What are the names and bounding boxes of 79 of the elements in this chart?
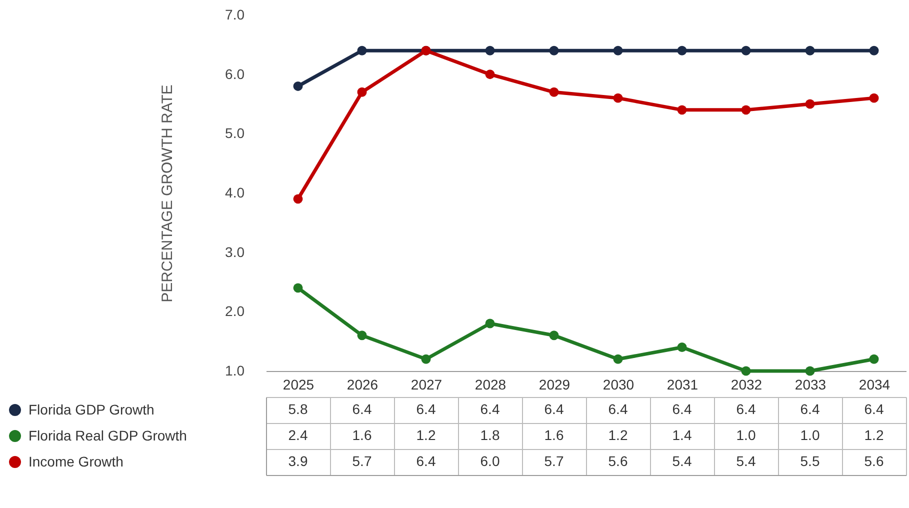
point: [677, 105, 687, 115]
point: [869, 46, 879, 56]
data-label: 1.4: [672, 427, 692, 443]
point: [805, 46, 815, 56]
point: [805, 366, 815, 376]
point: [357, 330, 367, 340]
legend-label: Income Growth: [28, 454, 124, 470]
data-label: 5.4: [736, 453, 756, 469]
point: [357, 87, 367, 97]
point: [613, 46, 623, 56]
data-label: 1.2: [608, 427, 628, 443]
point: [741, 105, 751, 115]
point: [869, 354, 879, 364]
data-label: 2.4: [288, 427, 308, 443]
x-tick-label: 2031: [666, 376, 698, 392]
point: [677, 342, 687, 352]
data-label: 1.0: [736, 427, 756, 443]
y-axis-title: PERCENTAGE GROWTH RATE: [159, 84, 176, 302]
point: [293, 283, 303, 293]
data-label: 1.0: [800, 427, 820, 443]
point: [613, 93, 623, 103]
x-tick-label: 2025: [282, 376, 314, 392]
x-tick-label: 2032: [730, 376, 762, 392]
point: [485, 318, 495, 328]
point: [613, 354, 623, 364]
legend-label: Florida GDP Growth: [28, 402, 154, 418]
data-label: 6.4: [672, 401, 692, 417]
data-label: 1.6: [352, 427, 372, 443]
point: [741, 366, 751, 376]
data-label: 5.7: [352, 453, 372, 469]
legend-label: Florida Real GDP Growth: [28, 428, 187, 444]
data-label: 5.8: [288, 401, 308, 417]
data-label: 5.5: [800, 453, 820, 469]
data-label: 6.4: [800, 401, 820, 417]
y-tick-label: 5.0: [225, 125, 245, 142]
data-label: 6.4: [352, 401, 372, 417]
data-label: 1.6: [544, 427, 564, 443]
point: [805, 99, 815, 109]
data-label: 6.4: [864, 401, 884, 417]
y-tick-label: 2.0: [225, 303, 245, 320]
data-label: 5.6: [608, 453, 628, 469]
data-label: 6.4: [416, 453, 436, 469]
data-label: 5.4: [672, 453, 692, 469]
y-tick-label: 1.0: [225, 362, 245, 378]
data-label: 1.8: [480, 427, 500, 443]
x-tick-label: 2028: [474, 376, 506, 392]
y-tick-label: 4.0: [225, 184, 245, 200]
data-label: 6.4: [608, 401, 628, 417]
data-label: 6.0: [480, 453, 500, 469]
x-tick-label: 2033: [794, 376, 826, 392]
point: [677, 46, 687, 56]
data-label: 5.7: [544, 453, 564, 469]
point: [293, 81, 303, 91]
data-label: 6.4: [544, 401, 564, 417]
point: [485, 46, 495, 56]
point: [357, 46, 367, 56]
point: [869, 93, 879, 103]
point: [549, 46, 559, 56]
data-label: 6.4: [480, 401, 500, 417]
point: [293, 194, 303, 204]
data-label: 6.4: [736, 401, 756, 417]
point: [485, 70, 495, 80]
data-label: 6.4: [416, 401, 436, 417]
y-tick-label: 7.0: [225, 6, 245, 22]
x-tick-label: 2026: [346, 376, 378, 392]
point: [741, 46, 751, 56]
x-tick-label: 2027: [410, 376, 442, 392]
x-tick-label: 2030: [602, 376, 634, 392]
x-tick-label: 2034: [858, 376, 890, 392]
data-label: 5.6: [864, 453, 884, 469]
data-label: 1.2: [864, 427, 884, 443]
x-tick-label: 2029: [538, 376, 570, 392]
y-tick-label: 6.0: [225, 66, 245, 82]
y-tick-label: 3.0: [225, 244, 245, 260]
point: [549, 330, 559, 340]
data-label: 1.2: [416, 427, 436, 443]
point: [549, 87, 559, 97]
data-label: 3.9: [288, 453, 308, 469]
point: [421, 354, 431, 364]
